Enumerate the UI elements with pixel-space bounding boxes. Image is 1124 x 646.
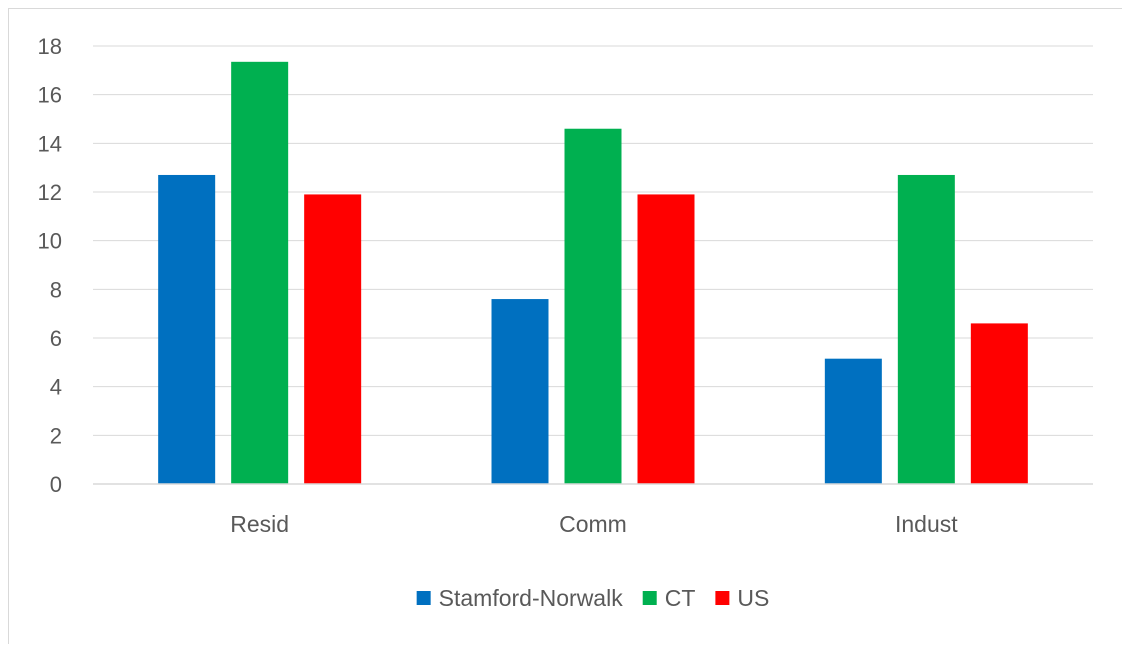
x-category-label: Resid [230, 511, 289, 537]
y-tick-label: 4 [50, 375, 62, 400]
legend-label: CT [665, 585, 696, 611]
bar-us-resid [304, 194, 362, 484]
y-tick-label: 14 [38, 131, 62, 156]
legend-swatch [715, 591, 730, 605]
bar-ct-comm [564, 128, 622, 484]
y-tick-label: 18 [38, 34, 62, 59]
bar-stamford-norwalk-resid [158, 174, 216, 484]
y-tick-label: 0 [50, 472, 62, 497]
x-category-label: Indust [895, 511, 958, 537]
y-tick-label: 6 [50, 326, 62, 351]
x-category-label: Comm [559, 511, 627, 537]
legend-label: Stamford-Norwalk [439, 585, 624, 611]
legend-swatch [642, 591, 657, 605]
bar-us-indust [970, 323, 1028, 484]
legend-label: US [737, 585, 769, 611]
y-tick-label: 2 [50, 423, 62, 448]
bars [158, 61, 1028, 485]
x-axis-labels: Resid Comm Indust [230, 511, 958, 537]
y-tick-label: 10 [38, 229, 62, 254]
y-tick-label: 12 [38, 180, 62, 205]
bar-stamford-norwalk-comm [491, 299, 549, 484]
y-tick-label: 16 [38, 83, 62, 108]
bar-ct-indust [897, 174, 955, 484]
legend-swatch [416, 591, 431, 605]
bar-us-comm [637, 194, 695, 484]
y-tick-label: 8 [50, 277, 62, 302]
bar-stamford-norwalk-indust [824, 358, 882, 484]
y-axis-ticks: 0 2 4 6 8 10 12 14 16 18 [38, 34, 62, 497]
bar-ct-resid [231, 61, 289, 485]
legend: Stamford-Norwalk CT US [416, 585, 769, 611]
